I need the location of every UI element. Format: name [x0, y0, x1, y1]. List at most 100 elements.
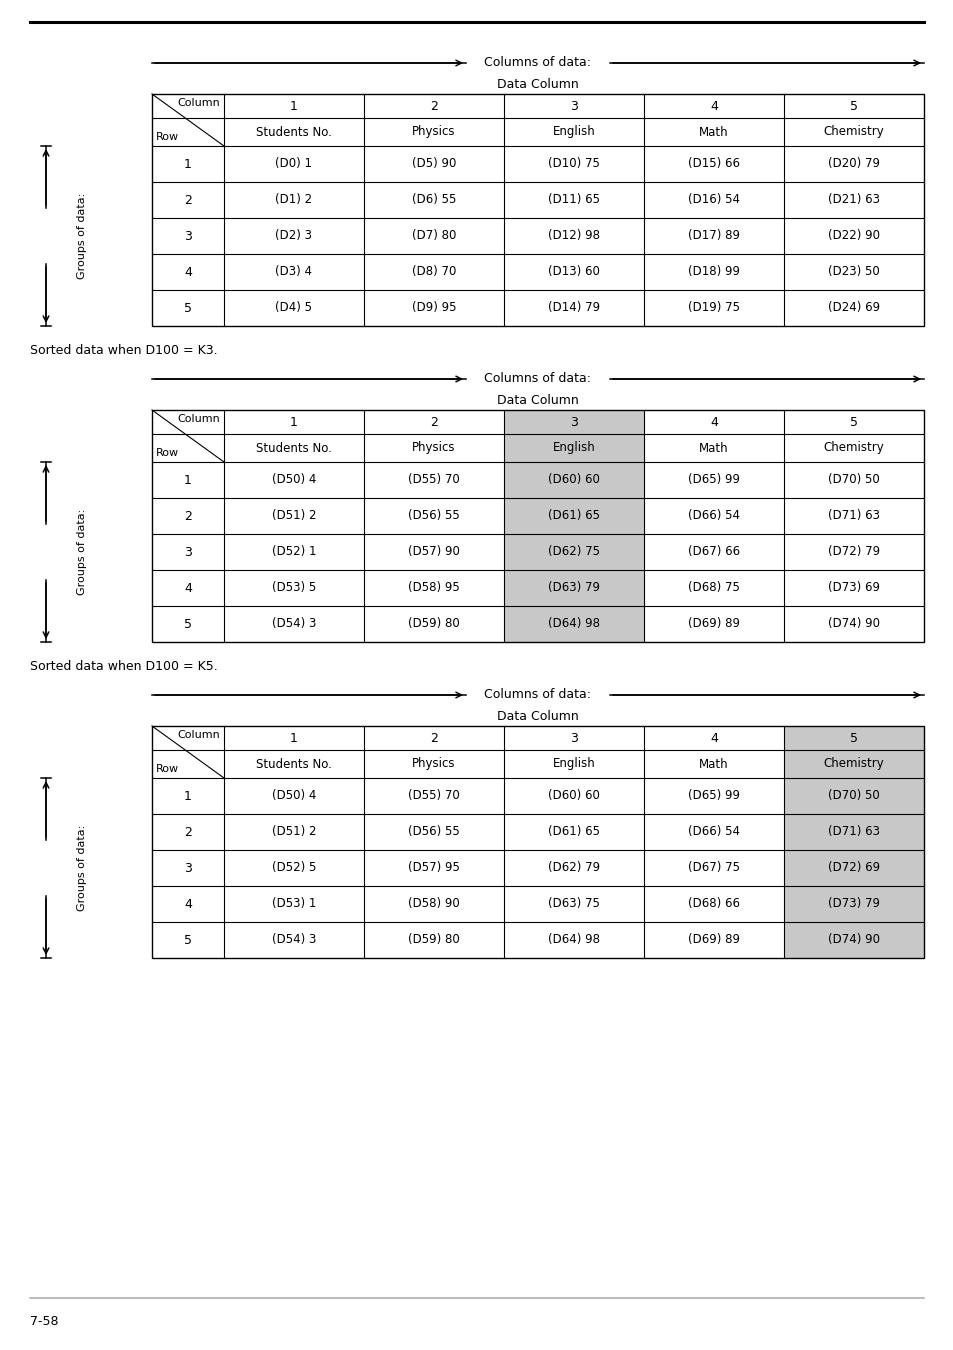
Text: (D69) 89: (D69) 89 — [687, 933, 740, 946]
Text: (D60) 60: (D60) 60 — [547, 790, 599, 802]
Text: Row: Row — [156, 448, 179, 458]
Bar — [152, 726, 923, 958]
Text: 2: 2 — [430, 732, 437, 744]
Text: (D69) 89: (D69) 89 — [687, 617, 740, 630]
Text: (D68) 66: (D68) 66 — [687, 898, 740, 910]
Text: 2: 2 — [430, 100, 437, 112]
Text: 5: 5 — [849, 416, 857, 428]
Text: (D0) 1: (D0) 1 — [275, 158, 313, 170]
Text: (D65) 99: (D65) 99 — [687, 474, 740, 486]
Text: Students No.: Students No. — [255, 757, 332, 771]
Text: Chemistry: Chemistry — [822, 757, 883, 771]
Text: (D18) 99: (D18) 99 — [687, 266, 740, 278]
Text: (D59) 80: (D59) 80 — [408, 617, 459, 630]
Text: (D61) 65: (D61) 65 — [547, 509, 599, 522]
Text: Data Column: Data Column — [497, 393, 578, 406]
Text: (D51) 2: (D51) 2 — [272, 825, 315, 838]
Text: 3: 3 — [184, 545, 192, 559]
Text: (D62) 79: (D62) 79 — [547, 861, 599, 875]
Text: (D54) 3: (D54) 3 — [272, 617, 315, 630]
Text: Sorted data when D100 = K3.: Sorted data when D100 = K3. — [30, 344, 217, 356]
Text: Row: Row — [156, 132, 179, 142]
Text: 1: 1 — [184, 158, 192, 170]
Text: (D6) 55: (D6) 55 — [412, 193, 456, 207]
Text: 1: 1 — [184, 790, 192, 802]
Text: (D70) 50: (D70) 50 — [827, 474, 879, 486]
Text: (D67) 75: (D67) 75 — [687, 861, 740, 875]
Text: Math: Math — [699, 126, 728, 139]
Text: Data Column: Data Column — [497, 77, 578, 90]
Text: (D65) 99: (D65) 99 — [687, 790, 740, 802]
Text: 5: 5 — [849, 100, 857, 112]
Text: Columns of data:: Columns of data: — [484, 688, 591, 702]
Text: 2: 2 — [184, 825, 192, 838]
Text: (D60) 60: (D60) 60 — [547, 474, 599, 486]
Text: 4: 4 — [709, 416, 718, 428]
Text: (D55) 70: (D55) 70 — [408, 790, 459, 802]
Text: (D57) 95: (D57) 95 — [408, 861, 459, 875]
Text: Groups of data:: Groups of data: — [77, 825, 87, 911]
Text: (D9) 95: (D9) 95 — [412, 301, 456, 315]
Text: 5: 5 — [184, 301, 192, 315]
Text: (D73) 79: (D73) 79 — [827, 898, 879, 910]
Text: Math: Math — [699, 441, 728, 455]
Text: Students No.: Students No. — [255, 126, 332, 139]
Text: 3: 3 — [570, 416, 578, 428]
Text: (D53) 1: (D53) 1 — [272, 898, 315, 910]
Text: (D54) 3: (D54) 3 — [272, 933, 315, 946]
Text: 4: 4 — [184, 582, 192, 594]
Text: (D63) 75: (D63) 75 — [547, 898, 599, 910]
Text: 3: 3 — [570, 732, 578, 744]
Text: Data Column: Data Column — [497, 710, 578, 722]
Text: (D10) 75: (D10) 75 — [547, 158, 599, 170]
Text: 1: 1 — [290, 100, 297, 112]
Text: (D66) 54: (D66) 54 — [687, 509, 740, 522]
Text: Physics: Physics — [412, 126, 456, 139]
Text: (D62) 75: (D62) 75 — [547, 545, 599, 559]
Text: 4: 4 — [709, 732, 718, 744]
Text: (D4) 5: (D4) 5 — [275, 301, 313, 315]
Text: 4: 4 — [709, 100, 718, 112]
Text: Chemistry: Chemistry — [822, 126, 883, 139]
Text: 2: 2 — [184, 509, 192, 522]
Text: Chemistry: Chemistry — [822, 441, 883, 455]
Text: Students No.: Students No. — [255, 441, 332, 455]
Text: Column: Column — [177, 730, 220, 740]
Text: Physics: Physics — [412, 441, 456, 455]
Text: (D53) 5: (D53) 5 — [272, 582, 315, 594]
Text: (D15) 66: (D15) 66 — [687, 158, 740, 170]
Bar — [152, 410, 923, 643]
Text: Groups of data:: Groups of data: — [77, 193, 87, 279]
Text: Groups of data:: Groups of data: — [77, 509, 87, 595]
Text: (D61) 65: (D61) 65 — [547, 825, 599, 838]
Text: 4: 4 — [184, 266, 192, 278]
Text: (D72) 79: (D72) 79 — [827, 545, 879, 559]
Text: (D13) 60: (D13) 60 — [547, 266, 599, 278]
Text: (D22) 90: (D22) 90 — [827, 230, 879, 243]
Text: (D12) 98: (D12) 98 — [547, 230, 599, 243]
Text: (D50) 4: (D50) 4 — [272, 474, 315, 486]
Text: (D5) 90: (D5) 90 — [412, 158, 456, 170]
Text: Row: Row — [156, 764, 179, 774]
Text: (D23) 50: (D23) 50 — [827, 266, 879, 278]
Text: English: English — [552, 126, 595, 139]
Text: (D56) 55: (D56) 55 — [408, 825, 459, 838]
Text: Column: Column — [177, 99, 220, 108]
Text: 3: 3 — [570, 100, 578, 112]
Text: 1: 1 — [290, 416, 297, 428]
Text: Columns of data:: Columns of data: — [484, 373, 591, 386]
Text: Columns of data:: Columns of data: — [484, 57, 591, 69]
Text: 2: 2 — [430, 416, 437, 428]
Text: (D64) 98: (D64) 98 — [547, 933, 599, 946]
Text: 1: 1 — [184, 474, 192, 486]
Text: (D1) 2: (D1) 2 — [275, 193, 313, 207]
Text: (D57) 90: (D57) 90 — [408, 545, 459, 559]
Text: 5: 5 — [184, 617, 192, 630]
Text: (D52) 5: (D52) 5 — [272, 861, 315, 875]
Bar — [503, 410, 643, 643]
Text: (D8) 70: (D8) 70 — [412, 266, 456, 278]
Text: English: English — [552, 441, 595, 455]
Text: (D55) 70: (D55) 70 — [408, 474, 459, 486]
Text: (D74) 90: (D74) 90 — [827, 933, 879, 946]
Bar — [783, 726, 923, 958]
